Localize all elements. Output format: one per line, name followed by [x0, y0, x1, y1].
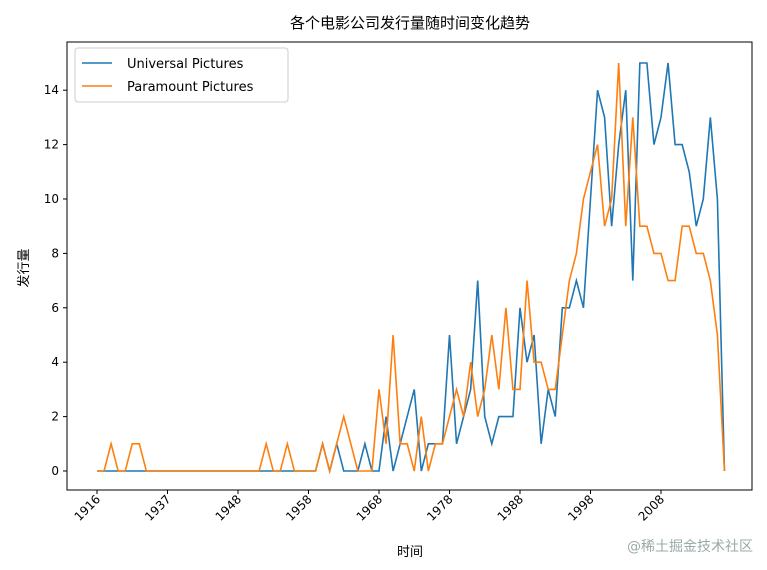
x-tick-label: 1948	[213, 492, 244, 523]
y-tick-label: 12	[44, 138, 59, 152]
y-tick-label: 2	[51, 410, 59, 424]
series-line-paramount	[97, 62, 726, 475]
watermark: @稀土掘金技术社区	[627, 539, 753, 555]
x-tick-label: 1968	[354, 492, 385, 523]
series-line-universal	[97, 62, 726, 475]
x-tick-label: 1998	[565, 492, 596, 523]
x-tick-label: 2008	[636, 492, 667, 523]
y-tick-label: 6	[51, 301, 59, 315]
x-tick-label: 1937	[142, 492, 173, 523]
y-axis-label: 发行量	[16, 248, 32, 287]
legend-label: Paramount Pictures	[127, 80, 254, 95]
x-tick-label: 1916	[72, 492, 103, 523]
legend-label: Universal Pictures	[127, 57, 244, 72]
plot-frame	[66, 41, 753, 491]
y-tick-label: 8	[51, 246, 59, 260]
x-tick-label: 1988	[495, 492, 526, 523]
y-tick-label: 4	[51, 355, 59, 369]
x-tick-label: 1958	[283, 492, 314, 523]
chart-title: 各个电影公司发行量随时间变化趋势	[290, 14, 530, 32]
x-axis-label: 时间	[397, 545, 423, 560]
y-tick-label: 14	[44, 83, 59, 97]
y-tick-label: 0	[51, 464, 59, 478]
x-tick-label: 1978	[424, 492, 455, 523]
legend: Universal Pictures Paramount Pictures	[74, 47, 289, 103]
y-tick-label: 10	[44, 192, 59, 206]
